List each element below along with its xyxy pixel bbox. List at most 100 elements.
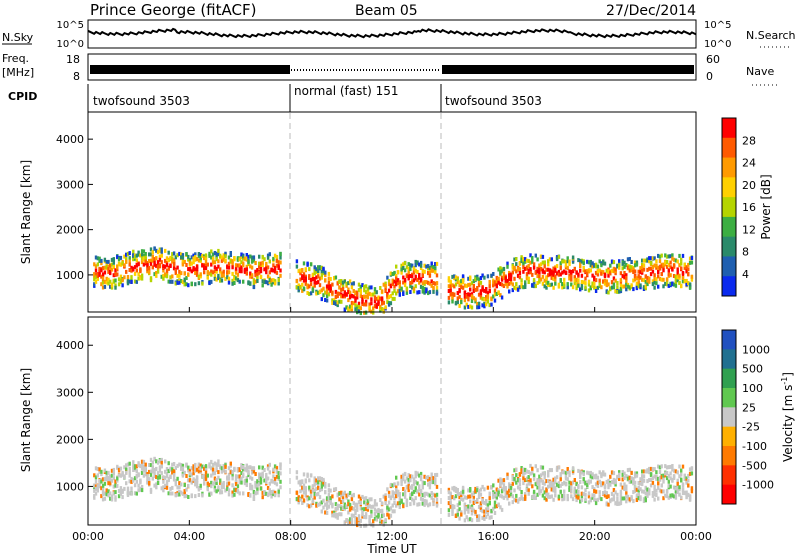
power-cell <box>674 274 678 279</box>
velocity-cell <box>483 500 486 505</box>
power-cell <box>96 256 99 261</box>
velocity-cell <box>586 470 589 475</box>
power-cell <box>313 277 316 281</box>
power-cell <box>121 283 124 288</box>
power-cell <box>167 258 170 263</box>
colorbar-swatch <box>722 256 736 277</box>
power-cell <box>334 301 338 306</box>
velocity-cell <box>513 497 516 502</box>
power-cell <box>313 267 316 272</box>
velocity-cell <box>603 493 607 498</box>
velocity-cell <box>140 488 144 493</box>
power-cell <box>513 276 516 281</box>
velocity-cell <box>409 485 412 490</box>
power-cell <box>495 283 498 288</box>
velocity-cell <box>178 492 181 497</box>
velocity-cell <box>409 496 412 500</box>
velocity-cell <box>208 492 211 497</box>
velocity-cell <box>153 456 156 461</box>
velocity-cell <box>539 473 543 478</box>
velocity-cell <box>564 474 568 479</box>
x-tick-label-5: 20:00 <box>579 530 611 543</box>
power-cell <box>197 258 201 263</box>
velocity-cell <box>215 489 218 494</box>
power-cell <box>334 275 338 280</box>
velocity-cell <box>559 472 562 477</box>
power-cell <box>451 283 454 288</box>
power-cell <box>603 274 607 278</box>
velocity-cell <box>116 478 119 483</box>
velocity-cell <box>265 480 268 484</box>
velocity-cell <box>536 478 539 482</box>
velocity-cell <box>204 470 208 475</box>
velocity-cell <box>618 501 621 506</box>
power-cell <box>176 265 179 270</box>
power-cell <box>621 261 624 266</box>
power-cell <box>187 254 190 259</box>
velocity-cell <box>405 485 409 490</box>
power-cell <box>515 286 518 291</box>
velocity-cell <box>208 464 211 469</box>
power-cell <box>93 272 96 277</box>
velocity-cell <box>447 490 451 495</box>
velocity-cell <box>409 502 412 507</box>
velocity-cell <box>338 512 341 517</box>
velocity-cell <box>674 492 678 496</box>
velocity-cell <box>531 484 534 489</box>
velocity-cell <box>384 495 387 500</box>
power-cell <box>563 277 566 282</box>
velocity-cell <box>633 471 637 476</box>
power-cell <box>648 259 651 264</box>
velocity-cell <box>461 489 465 494</box>
power-cell <box>598 282 601 287</box>
velocity-cell <box>509 488 513 493</box>
power-cell <box>428 273 432 278</box>
velocity-cell <box>580 491 584 496</box>
velocity-cell <box>140 485 144 489</box>
power-cell <box>275 255 279 260</box>
power-cell <box>412 266 416 271</box>
colorbar-swatch <box>722 330 736 350</box>
power-cell <box>320 265 323 270</box>
power-cell <box>453 292 456 297</box>
velocity-cell <box>203 481 206 486</box>
power-cell <box>101 280 105 285</box>
velocity-cell <box>637 485 640 490</box>
velocity-cell <box>210 459 213 464</box>
power-cell <box>685 265 688 270</box>
velocity-cell <box>623 476 626 481</box>
power-cell <box>100 282 103 287</box>
power-cell <box>456 291 459 295</box>
velocity-cell <box>474 500 477 504</box>
power-cell <box>687 262 690 267</box>
velocity-cell <box>409 492 412 497</box>
power-cell <box>582 266 585 270</box>
power-cell <box>418 290 421 295</box>
power-cell <box>249 254 252 259</box>
power-cell <box>591 283 594 288</box>
power-cell <box>240 252 243 257</box>
velocity-cell <box>412 489 416 494</box>
velocity-cell <box>254 481 257 486</box>
velocity-cell <box>132 468 135 472</box>
power-cell <box>190 269 193 274</box>
velocity-cell <box>306 497 309 502</box>
power-cell <box>171 274 174 279</box>
power-cell <box>109 263 112 268</box>
power-cell <box>379 296 382 301</box>
velocity-cell <box>176 492 179 497</box>
velocity-cell <box>149 469 153 474</box>
power-cell <box>409 263 412 268</box>
velocity-cell <box>363 496 366 501</box>
power-cell <box>94 279 98 284</box>
velocity-cell <box>98 479 101 483</box>
power-cell <box>639 283 642 288</box>
velocity-cell <box>295 475 299 480</box>
power-cell <box>472 296 475 301</box>
velocity-cell <box>140 463 144 467</box>
power-cell <box>467 282 470 287</box>
velocity-cell <box>479 487 483 492</box>
colorbar-swatch <box>722 157 736 178</box>
power-cell <box>428 281 432 286</box>
velocity-cell <box>217 485 220 490</box>
